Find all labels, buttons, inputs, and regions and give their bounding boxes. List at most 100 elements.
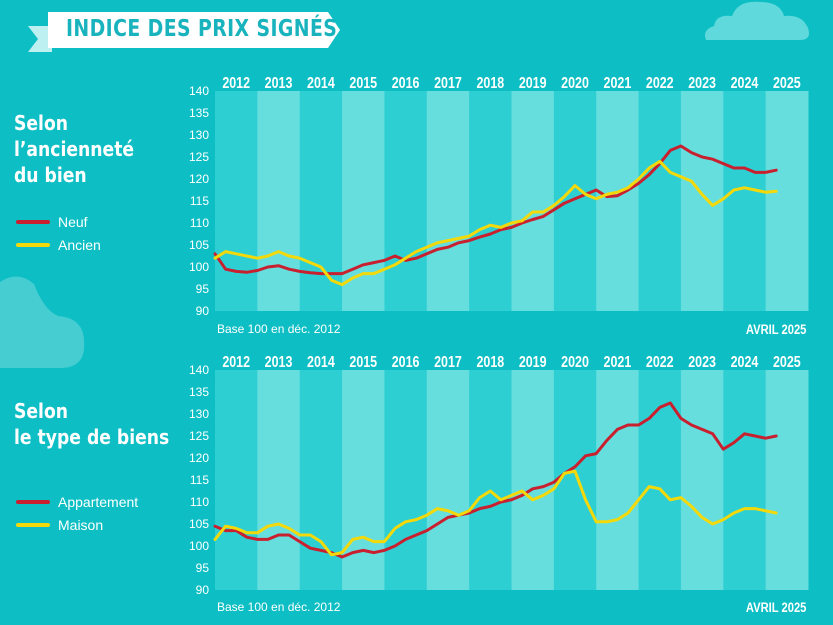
base-note: Base 100 en déc. 2012 [217, 322, 341, 336]
year-band [723, 91, 767, 311]
legend-label: Maison [58, 516, 104, 533]
legend-swatch-red [16, 219, 50, 224]
y-tick-label: 140 [189, 84, 209, 98]
x-tick-label: 2013 [265, 354, 293, 372]
y-tick-label: 110 [190, 495, 209, 509]
year-band [765, 370, 809, 590]
legend-label: Ancien [58, 236, 101, 253]
x-tick-label: 2019 [519, 75, 547, 93]
legend-item: Maison [16, 513, 138, 536]
year-band [723, 370, 767, 590]
x-tick-label: 2022 [646, 354, 674, 372]
y-tick-label: 125 [189, 150, 209, 164]
year-band [384, 370, 428, 590]
x-tick-label: 2024 [731, 354, 759, 372]
y-tick-label: 110 [190, 216, 209, 230]
x-tick-label: 2013 [265, 75, 293, 93]
section-title-anciennete: Selon l’ancienneté du bien [14, 111, 135, 187]
y-tick-label: 100 [189, 260, 209, 274]
x-tick-label: 2016 [392, 75, 420, 93]
legend-label: Appartement [58, 493, 139, 510]
year-band [680, 370, 724, 590]
year-band [299, 370, 343, 590]
year-band [215, 370, 258, 590]
y-tick-label: 130 [189, 407, 209, 421]
x-tick-label: 2021 [604, 354, 632, 372]
series-line-neuf [213, 144, 778, 276]
y-tick-label: 125 [189, 429, 209, 443]
x-tick-label: 2019 [519, 354, 547, 372]
x-tick-label: 2017 [434, 354, 462, 372]
date-label: AVRIL 2025 [746, 322, 807, 337]
y-tick-label: 135 [189, 385, 209, 399]
x-tick-label: 2015 [349, 354, 377, 372]
y-tick-label: 115 [190, 473, 209, 487]
year-band [596, 370, 640, 590]
y-tick-label: 95 [196, 561, 210, 575]
y-tick-label: 100 [189, 539, 209, 553]
year-band [342, 370, 385, 590]
legend-bottom: Appartement Maison [16, 490, 138, 536]
x-tick-label: 2012 [222, 354, 250, 372]
x-tick-label: 2014 [307, 75, 335, 93]
year-band [384, 91, 428, 311]
y-tick-label: 90 [196, 304, 210, 318]
x-tick-label: 2023 [688, 354, 716, 372]
year-band [469, 91, 512, 311]
x-tick-label: 2016 [392, 354, 420, 372]
cloud-icon [0, 276, 85, 368]
year-band [426, 370, 470, 590]
x-tick-label: 2021 [604, 75, 632, 93]
year-band [511, 370, 555, 590]
x-tick-label: 2014 [307, 354, 335, 372]
year-band [257, 91, 301, 311]
year-band [426, 91, 470, 311]
base-note: Base 100 en déc. 2012 [217, 600, 341, 614]
x-tick-label: 2018 [476, 75, 504, 93]
cloud-icon [705, 1, 809, 40]
y-tick-label: 120 [189, 451, 209, 465]
year-band [638, 91, 682, 311]
year-band [469, 370, 512, 590]
title-banner [28, 12, 340, 52]
y-tick-label: 95 [196, 282, 210, 296]
year-band [257, 370, 301, 590]
series-line-maison [213, 469, 778, 557]
y-tick-label: 90 [196, 583, 210, 597]
x-tick-label: 2015 [349, 75, 377, 93]
legend-item: Ancien [16, 233, 101, 256]
year-band [596, 91, 640, 311]
y-tick-label: 140 [189, 363, 209, 377]
y-tick-label: 135 [189, 106, 209, 120]
year-band [638, 370, 682, 590]
y-tick-label: 130 [189, 128, 209, 142]
x-tick-label: 2023 [688, 75, 716, 93]
year-band [215, 91, 258, 311]
x-tick-label: 2017 [434, 75, 462, 93]
x-tick-label: 2025 [773, 75, 801, 93]
year-band [680, 91, 724, 311]
x-tick-label: 2020 [561, 75, 589, 93]
series-line-appartement [213, 401, 778, 559]
x-tick-label: 2018 [476, 354, 504, 372]
legend-item: Neuf [16, 210, 101, 233]
y-tick-label: 105 [189, 517, 209, 531]
y-tick-label: 105 [189, 238, 209, 252]
legend-top: Neuf Ancien [16, 210, 101, 256]
series-line-ancien [213, 159, 778, 287]
legend-swatch-red [16, 499, 50, 504]
year-band [511, 91, 555, 311]
x-tick-label: 2022 [646, 75, 674, 93]
legend-swatch-yellow [16, 242, 50, 247]
legend-label: Neuf [58, 213, 88, 230]
page-title: INDICE DES PRIX SIGNÉS [66, 16, 338, 42]
x-tick-label: 2025 [773, 354, 801, 372]
x-tick-label: 2024 [731, 75, 759, 93]
y-tick-label: 120 [189, 172, 209, 186]
section-title-type: Selon le type de biens [14, 399, 170, 449]
x-tick-label: 2020 [561, 354, 589, 372]
y-tick-label: 115 [190, 194, 209, 208]
legend-swatch-yellow [16, 522, 50, 527]
